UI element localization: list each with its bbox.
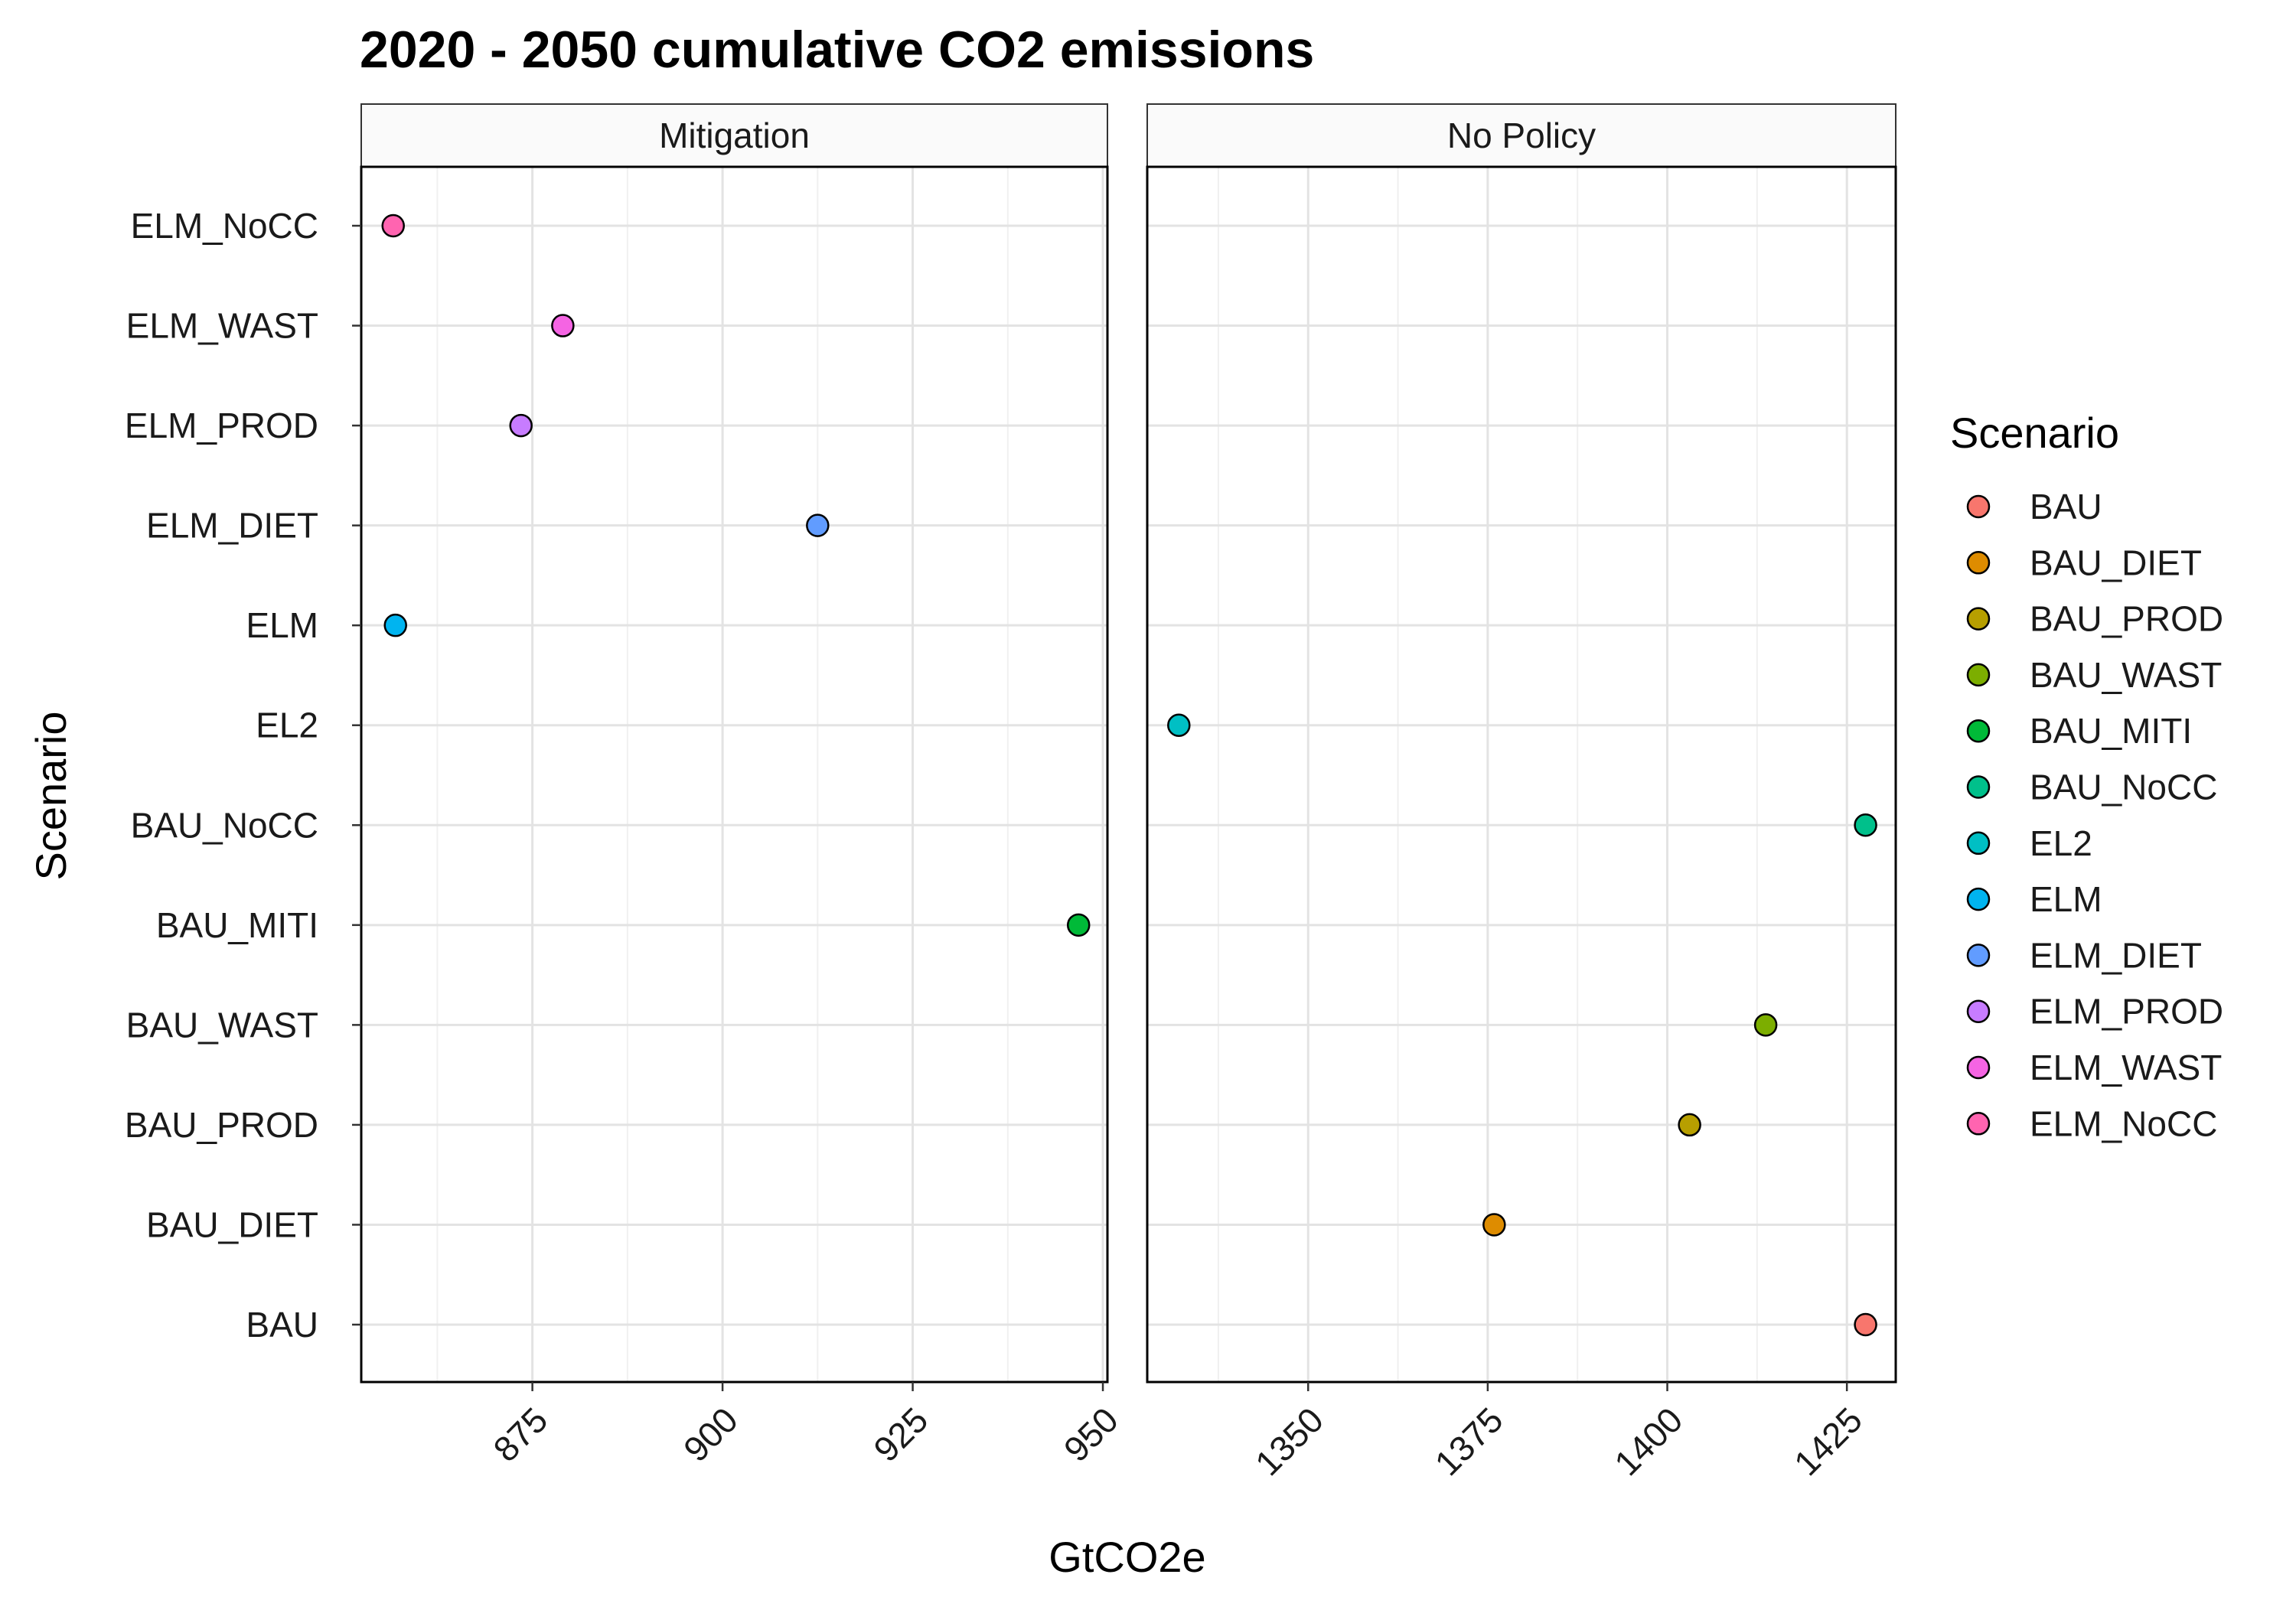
panel-background bbox=[1147, 167, 1896, 1382]
legend-key-elm-wast bbox=[1966, 1055, 1991, 1080]
y-tick-label: ELM_PROD bbox=[125, 406, 318, 445]
strip-label: Mitigation bbox=[659, 116, 810, 155]
legend-label-bau-diet: BAU_DIET bbox=[2030, 543, 2202, 582]
point-bau-miti bbox=[1066, 913, 1091, 937]
chart-title: 2020 - 2050 cumulative CO2 emissions bbox=[360, 21, 1314, 79]
legend-key-bau-nocc bbox=[1966, 775, 1991, 799]
y-tick-label: ELM_DIET bbox=[146, 506, 318, 546]
legend-label-elm: ELM bbox=[2030, 879, 2102, 919]
x-axis-title: GtCO2e bbox=[1049, 1533, 1205, 1581]
panel-background bbox=[361, 167, 1107, 1382]
y-tick-label: EL2 bbox=[256, 706, 318, 745]
y-tick-label: ELM_WAST bbox=[126, 306, 318, 346]
legend-key-bau-prod bbox=[1966, 607, 1991, 631]
legend-key-elm bbox=[1966, 887, 1991, 911]
legend-label-bau-miti: BAU_MITI bbox=[2030, 711, 2192, 751]
legend-key-bau bbox=[1966, 494, 1991, 519]
legend-key-el2 bbox=[1966, 831, 1991, 856]
legend-label-bau-prod: BAU_PROD bbox=[2030, 599, 2223, 639]
legend-key-bau-wast bbox=[1966, 663, 1991, 687]
point-el2 bbox=[1167, 713, 1191, 737]
y-tick-label: BAU_DIET bbox=[146, 1204, 318, 1244]
panel-border bbox=[360, 165, 1109, 1384]
point-elm-prod bbox=[509, 413, 533, 438]
legend-label-bau-nocc: BAU_NoCC bbox=[2030, 768, 2217, 807]
point-elm-diet bbox=[806, 513, 830, 537]
strip-label: No Policy bbox=[1447, 116, 1596, 155]
legend-key-bau-diet bbox=[1966, 551, 1991, 575]
y-tick-label: BAU_WAST bbox=[126, 1005, 318, 1045]
legend-label-elm-nocc: ELM_NoCC bbox=[2030, 1103, 2217, 1143]
legend-key-elm-nocc bbox=[1966, 1112, 1991, 1136]
y-tick-label: BAU_NoCC bbox=[131, 805, 318, 845]
panel-border bbox=[1146, 165, 1897, 1384]
point-bau-wast bbox=[1753, 1013, 1778, 1037]
strip-mitigation bbox=[360, 103, 1108, 168]
legend-label-bau-wast: BAU_WAST bbox=[2030, 655, 2222, 695]
legend-key-elm-prod bbox=[1966, 999, 1991, 1023]
y-axis-title: Scenario bbox=[27, 711, 75, 880]
legend-label-elm-diet: ELM_DIET bbox=[2030, 935, 2202, 975]
legend-label-elm-prod: ELM_PROD bbox=[2030, 992, 2223, 1032]
point-bau-diet bbox=[1482, 1213, 1506, 1237]
legend-label-elm-wast: ELM_WAST bbox=[2030, 1048, 2222, 1087]
point-elm bbox=[383, 613, 407, 637]
y-tick-label: BAU bbox=[246, 1305, 318, 1345]
legend-key-bau-miti bbox=[1966, 719, 1991, 743]
legend: Scenario BAU BAU_DIET BAU_PROD BAU_WAST BAU_… bbox=[1950, 409, 2223, 1143]
y-tick-label: BAU_MITI bbox=[156, 905, 318, 945]
legend-label-bau: BAU bbox=[2030, 487, 2102, 526]
point-elm-wast bbox=[551, 314, 575, 337]
y-tick-label: BAU_PROD bbox=[125, 1105, 318, 1145]
point-bau-prod bbox=[1678, 1113, 1701, 1137]
y-tick-label: ELM_NoCC bbox=[131, 206, 318, 246]
legend-label-el2: EL2 bbox=[2030, 823, 2092, 863]
y-axis: BAU BAU_DIET BAU_PROD BAU_WAST BAU_MITI BAU_N… bbox=[125, 206, 361, 1345]
legend-title: Scenario bbox=[1950, 409, 2119, 457]
legend-key-elm-diet bbox=[1966, 944, 1991, 967]
point-bau bbox=[1854, 1312, 1877, 1337]
point-bau-nocc bbox=[1854, 813, 1877, 837]
y-tick-label: ELM bbox=[246, 605, 318, 645]
point-elm-nocc bbox=[381, 214, 405, 238]
strip-no-policy bbox=[1146, 103, 1896, 168]
